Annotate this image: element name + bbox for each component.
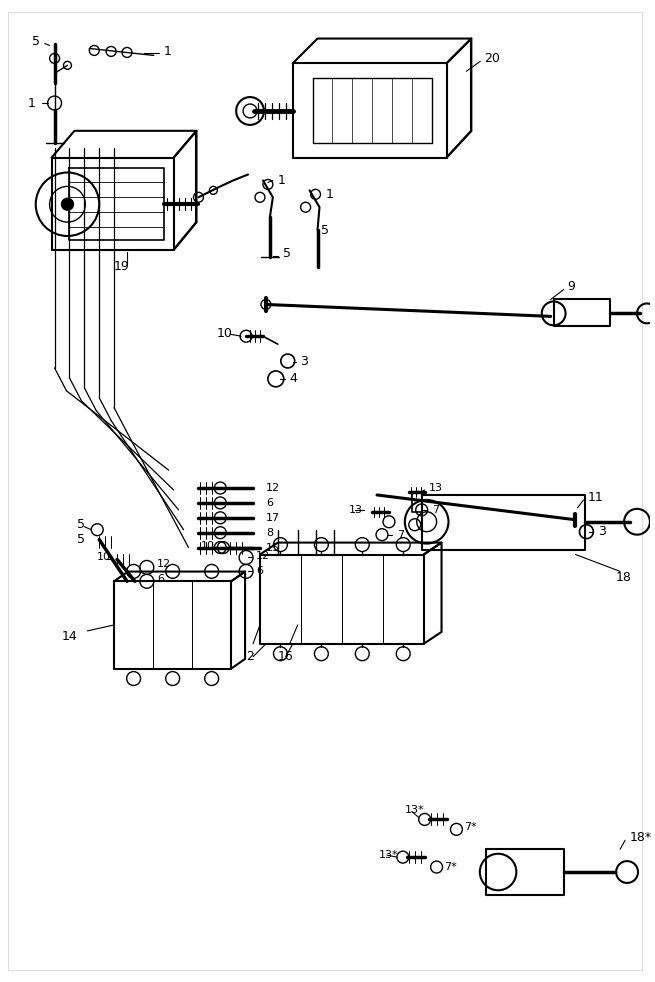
Text: 9: 9 [567, 280, 576, 293]
Text: 7: 7 [397, 529, 404, 540]
Text: 5: 5 [283, 247, 291, 260]
Text: 1: 1 [278, 174, 286, 187]
Circle shape [62, 198, 73, 210]
Text: 7*: 7* [445, 862, 457, 872]
Text: 8: 8 [266, 527, 273, 538]
Text: 17: 17 [266, 513, 280, 522]
Text: 18*: 18* [630, 831, 652, 844]
Text: 16: 16 [278, 650, 293, 663]
Text: 13: 13 [349, 505, 364, 515]
Text: 13*: 13* [405, 804, 424, 814]
Text: 1: 1 [28, 96, 35, 110]
Text: 12: 12 [256, 552, 270, 562]
Text: 1: 1 [164, 45, 172, 58]
Text: 6: 6 [266, 498, 273, 508]
Text: 5: 5 [31, 35, 40, 48]
Text: 12: 12 [266, 483, 280, 493]
Text: 6: 6 [256, 567, 263, 576]
Text: 12: 12 [157, 560, 171, 570]
Text: 10: 10 [216, 327, 232, 340]
Text: 10: 10 [200, 540, 214, 551]
Text: 6: 6 [157, 574, 164, 584]
Text: 5: 5 [77, 533, 85, 546]
Text: 4: 4 [290, 372, 297, 385]
Text: 5: 5 [322, 224, 329, 237]
Text: 11: 11 [588, 491, 603, 505]
Text: 13: 13 [428, 483, 443, 493]
Text: 7: 7 [432, 505, 439, 515]
Text: 13*: 13* [379, 850, 399, 860]
Text: 7*: 7* [464, 822, 477, 833]
Text: 3: 3 [299, 355, 308, 367]
Text: 18: 18 [615, 571, 631, 584]
Text: 1: 1 [326, 188, 333, 201]
Text: 10: 10 [97, 553, 111, 563]
Text: 2: 2 [246, 650, 254, 663]
Text: 14: 14 [62, 630, 77, 643]
Text: 3: 3 [598, 525, 606, 538]
Text: 15: 15 [266, 543, 280, 553]
Text: 20: 20 [484, 52, 500, 65]
Text: 19: 19 [114, 260, 130, 273]
Text: 5: 5 [77, 518, 85, 531]
